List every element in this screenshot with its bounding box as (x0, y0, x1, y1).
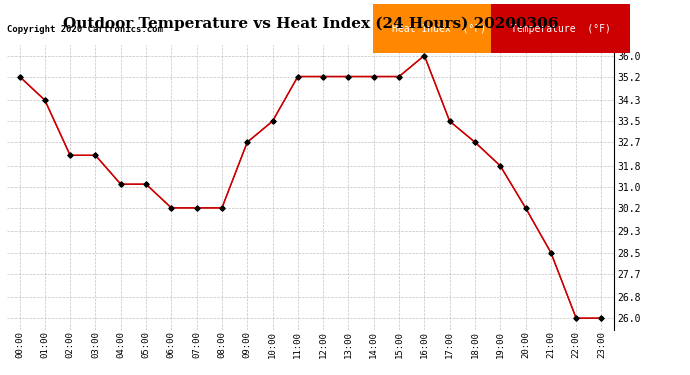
Text: Heat Index  (°F): Heat Index (°F) (393, 24, 486, 34)
Text: Copyright 2020 Cartronics.com: Copyright 2020 Cartronics.com (7, 25, 163, 34)
Text: Temperature  (°F): Temperature (°F) (511, 24, 611, 34)
Text: Outdoor Temperature vs Heat Index (24 Hours) 20200306: Outdoor Temperature vs Heat Index (24 Ho… (63, 17, 558, 31)
